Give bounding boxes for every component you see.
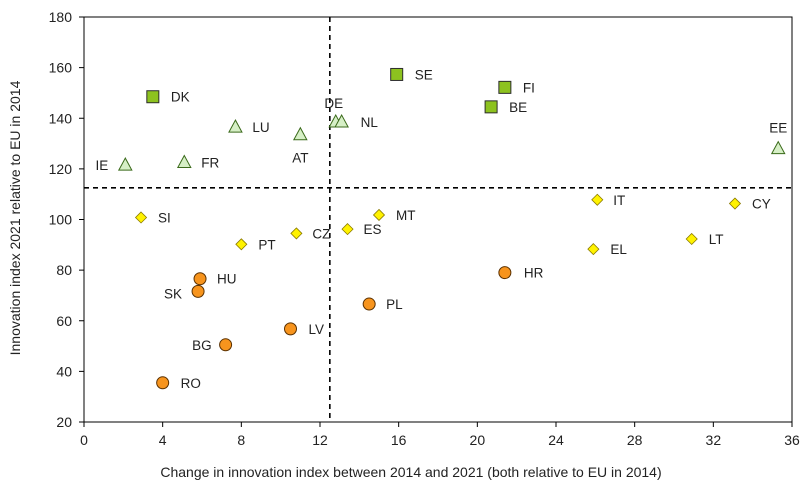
y-axis-title: Innovation index 2021 relative to EU in … xyxy=(7,80,23,355)
x-tick-label: 8 xyxy=(237,432,245,448)
label-es: ES xyxy=(364,222,382,237)
label-hu: HU xyxy=(217,272,237,287)
label-el: EL xyxy=(610,242,627,257)
point-dk xyxy=(146,90,160,104)
point-fi xyxy=(498,80,512,94)
point-hu xyxy=(193,272,207,286)
label-be: BE xyxy=(509,100,527,115)
y-tick-label: 60 xyxy=(56,313,72,329)
point-lv xyxy=(284,322,297,336)
label-ie: IE xyxy=(96,158,109,173)
point-bg xyxy=(219,338,233,352)
label-it: IT xyxy=(613,193,625,208)
label-de: DE xyxy=(324,96,343,111)
point-es xyxy=(341,223,354,236)
x-axis-ticks: 0 4 8 12 16 20 24 28 32 36 xyxy=(80,422,800,448)
label-se: SE xyxy=(415,67,433,82)
y-tick-label: 80 xyxy=(56,262,72,278)
point-cz xyxy=(290,227,303,240)
label-lv: LV xyxy=(309,322,325,337)
point-at xyxy=(292,126,308,141)
x-tick-label: 36 xyxy=(784,432,800,448)
point-ro xyxy=(156,376,170,390)
point-hr xyxy=(498,266,512,280)
plot-frame xyxy=(83,16,793,423)
y-tick-label: 20 xyxy=(56,414,72,430)
label-lu: LU xyxy=(252,120,269,135)
x-tick-label: 20 xyxy=(470,432,486,448)
point-sk xyxy=(191,284,205,298)
label-sk: SK xyxy=(164,286,182,301)
label-si: SI xyxy=(158,210,171,225)
x-axis-title: Change in innovation index between 2014 … xyxy=(160,464,661,480)
y-tick-label: 40 xyxy=(56,363,72,379)
x-tick-label: 4 xyxy=(159,432,167,448)
y-axis-ticks: 20 40 60 80 100 120 140 160 180 xyxy=(49,9,84,430)
label-bg: BG xyxy=(192,338,212,353)
y-tick-label: 140 xyxy=(49,110,73,126)
y-tick-label: 160 xyxy=(49,60,73,76)
label-mt: MT xyxy=(396,208,416,223)
x-tick-label: 16 xyxy=(391,432,407,448)
point-lt xyxy=(685,232,698,246)
label-dk: DK xyxy=(171,90,190,105)
x-tick-label: 32 xyxy=(706,432,722,448)
point-ie xyxy=(117,157,133,171)
label-fi: FI xyxy=(523,80,535,95)
label-cy: CY xyxy=(752,197,771,212)
plot-area xyxy=(83,16,793,423)
x-tick-label: 12 xyxy=(312,432,328,448)
point-be xyxy=(484,100,498,114)
reference-lines xyxy=(84,17,792,422)
point-si xyxy=(134,211,148,224)
label-pt: PT xyxy=(258,237,275,252)
label-at: AT xyxy=(292,151,308,166)
x-tick-label: 0 xyxy=(80,432,88,448)
point-mt xyxy=(372,208,386,222)
point-pl xyxy=(362,297,376,311)
point-labels: DK SE FI BE LU AT DE NL IE FR EE SI PT CZ ES MT IT EL LT CY… xyxy=(96,67,788,390)
point-ee xyxy=(770,140,786,155)
y-tick-label: 100 xyxy=(49,212,73,228)
label-hr: HR xyxy=(524,266,544,281)
label-fr: FR xyxy=(201,156,219,171)
label-ee: EE xyxy=(769,121,787,136)
label-cz: CZ xyxy=(312,226,330,241)
point-pt xyxy=(235,238,248,251)
point-nl xyxy=(334,113,349,128)
label-ro: RO xyxy=(181,376,201,391)
point-lu xyxy=(228,119,243,133)
point-se xyxy=(390,67,404,81)
point-fr xyxy=(176,154,192,169)
y-tick-label: 120 xyxy=(49,161,73,177)
data-points xyxy=(117,67,786,390)
x-tick-label: 24 xyxy=(548,432,564,448)
x-tick-label: 28 xyxy=(627,432,643,448)
point-el xyxy=(587,243,600,256)
y-tick-label: 180 xyxy=(49,9,73,25)
label-pl: PL xyxy=(386,297,403,312)
label-lt: LT xyxy=(709,232,724,247)
point-it xyxy=(591,193,604,206)
label-nl: NL xyxy=(361,115,379,130)
point-cy xyxy=(728,197,742,210)
